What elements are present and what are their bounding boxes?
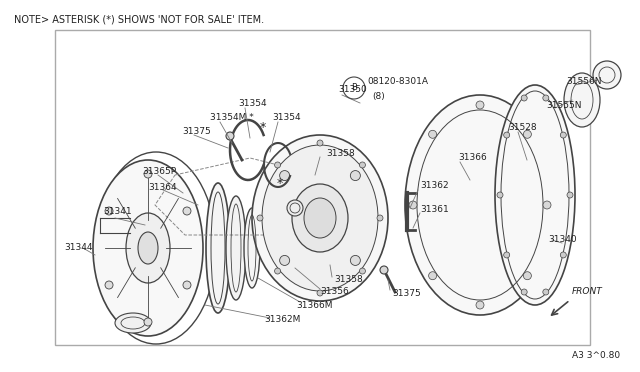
Text: 31362: 31362 [420,180,449,189]
Text: FRONT: FRONT [572,287,603,296]
Text: 31354M *: 31354M * [210,113,253,122]
Text: 31375: 31375 [392,289,420,298]
Circle shape [504,132,509,138]
Text: (8): (8) [372,92,385,100]
Text: 08120-8301A: 08120-8301A [367,77,428,87]
Circle shape [226,132,234,140]
Text: 31555N: 31555N [546,100,582,109]
Text: 31528: 31528 [508,124,536,132]
Text: 31344: 31344 [64,244,93,253]
Circle shape [275,162,280,168]
Ellipse shape [564,73,600,127]
Circle shape [360,162,365,168]
Circle shape [377,215,383,221]
Circle shape [543,95,549,101]
Text: 31341: 31341 [103,208,132,217]
Circle shape [380,266,388,274]
Ellipse shape [244,208,260,288]
Circle shape [257,215,263,221]
Circle shape [280,256,290,266]
Circle shape [275,268,280,274]
Text: 31340: 31340 [548,235,577,244]
Circle shape [280,171,290,180]
Text: 31356: 31356 [320,288,349,296]
Circle shape [560,252,566,258]
Ellipse shape [93,160,203,336]
Circle shape [317,140,323,146]
Ellipse shape [292,184,348,252]
Circle shape [543,201,551,209]
Circle shape [287,200,303,216]
Ellipse shape [262,145,378,291]
Ellipse shape [405,95,555,315]
Circle shape [524,130,531,138]
Circle shape [105,207,113,215]
Ellipse shape [138,232,158,264]
Ellipse shape [226,196,246,300]
Circle shape [593,61,621,89]
Ellipse shape [495,85,575,305]
Circle shape [183,207,191,215]
Circle shape [521,289,527,295]
Circle shape [429,272,436,280]
Text: *: * [260,122,266,135]
Circle shape [524,272,531,280]
Circle shape [105,281,113,289]
Text: NOTE> ASTERISK (*) SHOWS 'NOT FOR SALE' ITEM.: NOTE> ASTERISK (*) SHOWS 'NOT FOR SALE' … [14,14,264,24]
Text: A3 3^0.80: A3 3^0.80 [572,351,620,360]
Ellipse shape [115,313,151,333]
Text: 31375: 31375 [182,128,211,137]
Text: 31365P: 31365P [142,167,176,176]
Circle shape [543,289,549,295]
Bar [55,30,590,345]
Text: B: B [351,83,357,93]
Circle shape [144,318,152,326]
Circle shape [567,192,573,198]
Text: *: * [277,177,283,190]
Circle shape [144,170,152,178]
Text: 31366: 31366 [458,154,487,163]
Ellipse shape [126,213,170,283]
Circle shape [409,201,417,209]
Text: 31350: 31350 [338,86,367,94]
Circle shape [350,256,360,266]
Ellipse shape [206,183,230,313]
Circle shape [317,290,323,296]
Ellipse shape [252,135,388,301]
Text: 31361: 31361 [420,205,449,215]
Circle shape [429,130,436,138]
Circle shape [360,268,365,274]
Circle shape [343,77,365,99]
Text: 31358: 31358 [326,148,355,157]
Text: 31354: 31354 [272,113,301,122]
Text: 31556N: 31556N [566,77,602,87]
Circle shape [497,192,503,198]
Text: 31364: 31364 [148,183,177,192]
Circle shape [183,281,191,289]
Circle shape [521,95,527,101]
Circle shape [476,101,484,109]
Circle shape [476,301,484,309]
Circle shape [504,252,509,258]
Text: 31362M: 31362M [264,315,300,324]
Text: 31366M: 31366M [296,301,333,310]
Text: 31358: 31358 [334,276,363,285]
Circle shape [560,132,566,138]
Text: 31354: 31354 [238,99,267,109]
Circle shape [350,171,360,180]
Ellipse shape [304,198,336,238]
